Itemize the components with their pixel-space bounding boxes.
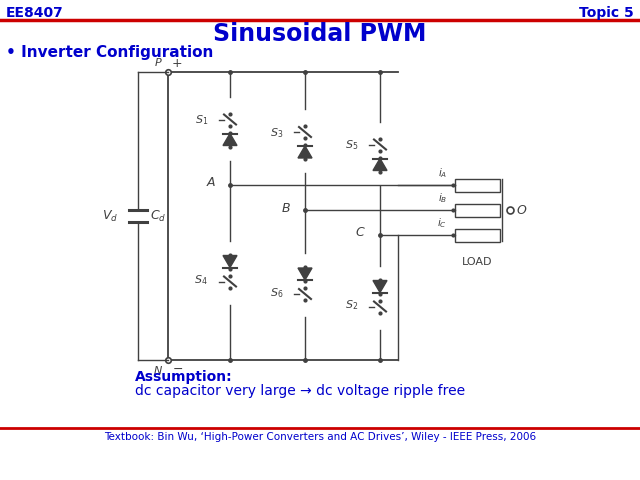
Polygon shape bbox=[298, 268, 312, 280]
Polygon shape bbox=[298, 146, 312, 158]
Text: $C$: $C$ bbox=[355, 227, 366, 240]
Text: • Inverter Configuration: • Inverter Configuration bbox=[6, 45, 213, 60]
Text: $i_B$: $i_B$ bbox=[438, 191, 447, 205]
Text: $S_4$: $S_4$ bbox=[195, 274, 208, 288]
Text: $S_5$: $S_5$ bbox=[345, 139, 358, 153]
Text: $A$: $A$ bbox=[205, 177, 216, 190]
Text: $i_C$: $i_C$ bbox=[437, 216, 447, 230]
Polygon shape bbox=[223, 133, 237, 145]
Polygon shape bbox=[373, 280, 387, 292]
Text: $C_d$: $C_d$ bbox=[150, 208, 166, 224]
Text: Assumption:: Assumption: bbox=[135, 370, 232, 384]
Text: $S_6$: $S_6$ bbox=[269, 286, 283, 300]
Text: $S_2$: $S_2$ bbox=[345, 299, 358, 312]
Text: $i_A$: $i_A$ bbox=[438, 166, 447, 180]
Text: $B$: $B$ bbox=[281, 202, 291, 215]
Polygon shape bbox=[223, 255, 237, 267]
Text: LOAD: LOAD bbox=[462, 257, 493, 267]
Text: Sinusoidal PWM: Sinusoidal PWM bbox=[213, 22, 427, 46]
Bar bbox=[455, 228, 500, 241]
Text: Topic 5: Topic 5 bbox=[579, 6, 634, 20]
Text: $P$: $P$ bbox=[154, 56, 163, 68]
Text: EE8407: EE8407 bbox=[6, 6, 64, 20]
Bar bbox=[455, 204, 500, 216]
Bar bbox=[455, 179, 500, 192]
Polygon shape bbox=[373, 158, 387, 170]
Text: $N$: $N$ bbox=[153, 364, 163, 376]
Text: Textbook: Bin Wu, ‘High-Power Converters and AC Drives’, Wiley - IEEE Press, 200: Textbook: Bin Wu, ‘High-Power Converters… bbox=[104, 432, 536, 442]
Text: +: + bbox=[172, 57, 182, 70]
Text: dc capacitor very large → dc voltage ripple free: dc capacitor very large → dc voltage rip… bbox=[135, 384, 465, 398]
Text: $V_d$: $V_d$ bbox=[102, 208, 118, 224]
Text: $S_3$: $S_3$ bbox=[269, 126, 283, 140]
Text: $-$: $-$ bbox=[172, 362, 183, 375]
Text: $O$: $O$ bbox=[516, 204, 527, 216]
Text: $S_1$: $S_1$ bbox=[195, 114, 208, 127]
